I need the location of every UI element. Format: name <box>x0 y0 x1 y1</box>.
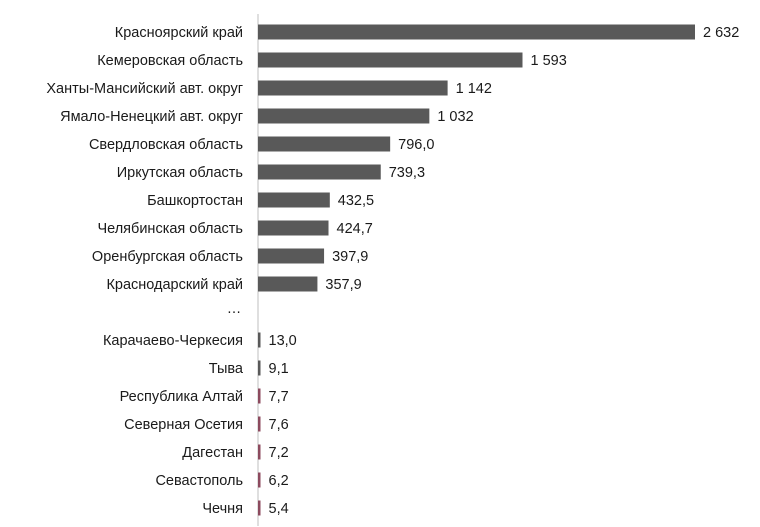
bar <box>258 52 523 68</box>
category-label: Челябинская область <box>97 221 243 237</box>
bar <box>258 192 330 208</box>
category-label: Севастополь <box>155 473 243 489</box>
category-label: Ханты-Мансийский авт. округ <box>46 81 243 97</box>
category-label: Ямало-Ненецкий авт. округ <box>60 109 243 125</box>
value-label: 5,4 <box>269 501 289 517</box>
value-label: 1 593 <box>530 53 566 69</box>
value-label: 424,7 <box>337 221 373 237</box>
value-label: 7,7 <box>269 389 289 405</box>
value-label: 2 632 <box>703 25 739 41</box>
value-label: 6,2 <box>269 473 289 489</box>
category-label: Башкортостан <box>147 193 243 209</box>
ellipsis-label: … <box>227 301 242 317</box>
value-label: 796,0 <box>398 137 434 153</box>
bar <box>258 444 261 460</box>
category-label: Оренбургская область <box>92 249 243 265</box>
bar <box>258 108 430 124</box>
value-label: 7,2 <box>269 445 289 461</box>
bar <box>258 360 261 376</box>
bar <box>258 248 325 264</box>
bar <box>258 80 448 96</box>
category-label: Краснодарский край <box>106 277 243 293</box>
bar <box>258 388 261 404</box>
category-label: Красноярский край <box>115 25 243 41</box>
value-label: 1 032 <box>437 109 473 125</box>
category-label: Тыва <box>209 361 244 377</box>
bar <box>258 500 261 516</box>
value-label: 9,1 <box>269 361 289 377</box>
category-label: Чечня <box>202 501 243 517</box>
category-label: Северная Осетия <box>124 417 243 433</box>
bar <box>258 220 329 236</box>
value-label: 432,5 <box>338 193 374 209</box>
category-label: Республика Алтай <box>120 389 243 405</box>
value-label: 13,0 <box>269 333 297 349</box>
value-label: 1 142 <box>456 81 492 97</box>
bar <box>258 332 261 348</box>
bar <box>258 416 261 432</box>
bar <box>258 24 695 40</box>
value-label: 7,6 <box>269 417 289 433</box>
value-label: 397,9 <box>332 249 368 265</box>
category-label: Кемеровская область <box>97 53 243 69</box>
value-label: 357,9 <box>325 277 361 293</box>
category-label: Свердловская область <box>89 137 243 153</box>
value-label: 739,3 <box>389 165 425 181</box>
bar <box>258 472 261 488</box>
bar <box>258 276 318 292</box>
category-label: Карачаево-Черкесия <box>103 333 243 349</box>
bar <box>258 136 391 152</box>
bar <box>258 164 381 180</box>
category-label: Дагестан <box>182 445 243 461</box>
category-label: Иркутская область <box>117 165 243 181</box>
